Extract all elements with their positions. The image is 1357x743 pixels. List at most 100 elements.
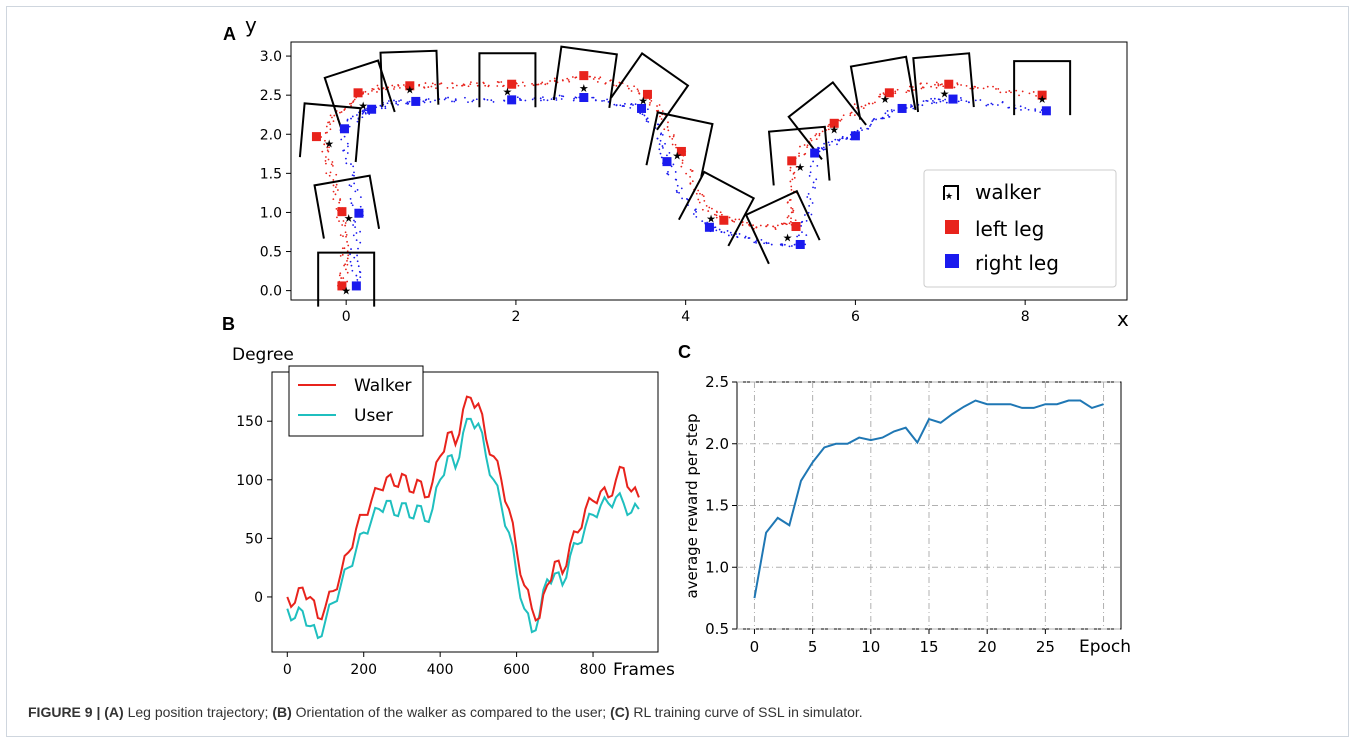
trajectory-dot (351, 269, 354, 272)
walker-marker: ★ (324, 138, 334, 151)
trajectory-dot (384, 107, 387, 110)
trajectory-dot (546, 82, 549, 85)
trajectory-dot (806, 196, 809, 198)
trajectory-dot (568, 80, 571, 83)
left-leg-marker (791, 222, 801, 232)
trajectory-dot (702, 195, 705, 198)
trajectory-dot (920, 87, 923, 90)
trajectory-dot (744, 236, 746, 239)
trajectory-dot (864, 104, 867, 107)
trajectory-dot (455, 84, 458, 87)
trajectory-dot (666, 154, 668, 157)
walker-frame (379, 49, 440, 107)
walker-frame (744, 189, 821, 265)
right-leg-marker (1041, 106, 1051, 116)
trajectory-dot (332, 190, 335, 193)
trajectory-dot (486, 98, 489, 101)
trajectory-dot (623, 105, 625, 107)
panel-a-legend: ★ walker left leg right leg (923, 169, 1117, 288)
trajectory-dot (789, 220, 792, 223)
trajectory-dot (798, 152, 800, 155)
trajectory-dot (699, 192, 701, 195)
left-leg-marker (579, 71, 589, 81)
trajectory-dot (789, 180, 792, 183)
walker-frame-outline (323, 59, 396, 130)
trajectory-dot (615, 84, 618, 87)
trajectory-dot (824, 148, 826, 151)
walker-frame-outline (317, 251, 376, 307)
trajectory-dot (594, 76, 596, 79)
trajectory-dot (827, 141, 830, 144)
trajectory-dot (834, 138, 837, 141)
left-leg-marker (353, 88, 363, 98)
trajectory-dot (348, 125, 351, 128)
trajectory-dot (845, 138, 848, 140)
trajectory-dot (861, 129, 863, 132)
trajectory-dot (879, 93, 882, 96)
trajectory-dot (599, 76, 602, 79)
trajectory-dot (685, 172, 688, 175)
trajectory-dot (629, 106, 632, 109)
trajectory-dot (781, 223, 784, 226)
walker-frame (912, 52, 975, 113)
trajectory-dot (666, 126, 669, 128)
trajectory-dot (809, 171, 812, 174)
trajectory-dot (346, 257, 349, 260)
trajectory-dot (815, 178, 818, 181)
c-ytick-label: 1.0 (705, 558, 729, 576)
trajectory-dot (805, 219, 808, 222)
trajectory-dot (350, 264, 353, 267)
trajectory-dot (707, 210, 710, 212)
trajectory-dot (678, 191, 680, 194)
trajectory-dot (338, 274, 341, 277)
trajectory-dot (1014, 107, 1017, 110)
trajectory-dot (748, 237, 751, 239)
trajectory-dot (846, 136, 848, 139)
walker-frame (787, 80, 867, 161)
caption-a-text: Leg position trajectory; (123, 704, 273, 720)
trajectory-dot (325, 172, 328, 175)
trajectory-dot (540, 82, 542, 85)
trajectory-dot (434, 99, 436, 102)
trajectory-dot (938, 98, 941, 101)
trajectory-dot (500, 81, 503, 83)
b-ytick-label: 0 (254, 590, 263, 606)
a-ytick-label: 0.5 (260, 245, 282, 261)
trajectory-dot (524, 99, 527, 102)
trajectory-dot (788, 222, 791, 225)
caption-figure-label: FIGURE 9 | (28, 704, 101, 720)
trajectory-dot (905, 91, 908, 94)
trajectory-dot (860, 105, 863, 108)
trajectory-dot (440, 82, 443, 85)
walker-marker: ★ (405, 84, 415, 97)
trajectory-dot (891, 110, 894, 113)
trajectory-dot (808, 205, 811, 207)
walker-frame (1013, 60, 1072, 116)
trajectory-dot (353, 174, 355, 177)
legend-left-leg-icon (945, 220, 959, 234)
b-ytick-label: 50 (245, 531, 263, 547)
left-leg-marker (1037, 90, 1047, 100)
trajectory-dot (332, 179, 335, 181)
walker-frame-outline (678, 170, 756, 247)
trajectory-dot (376, 84, 379, 87)
c-xtick-label: 0 (750, 638, 760, 656)
trajectory-dot (624, 102, 626, 105)
trajectory-dot (814, 187, 816, 189)
trajectory-dot (443, 98, 446, 101)
trajectory-dot (675, 189, 678, 192)
trajectory-dot (922, 100, 925, 103)
trajectory-dot (434, 83, 437, 86)
trajectory-dot (340, 277, 343, 279)
b-series-user (286, 417, 640, 640)
trajectory-dot (347, 145, 349, 148)
trajectory-dot (870, 123, 872, 126)
trajectory-dot (408, 100, 411, 103)
trajectory-dot (606, 98, 609, 101)
panel-a-ylabel: y (245, 13, 257, 37)
panel-a-markers: ★ ★ ★ ★ ★ ★ ★ ★ ★ ★ ★ ★ ★ ★ ★ ★ (311, 71, 1051, 298)
trajectory-dot (991, 103, 994, 106)
trajectory-dot (713, 213, 716, 216)
trajectory-dot (344, 108, 346, 110)
trajectory-dot (671, 137, 674, 140)
